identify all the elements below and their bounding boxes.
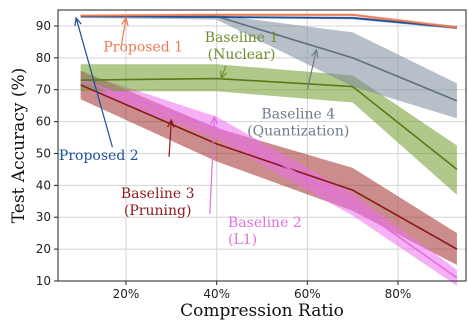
baseline-4-arrow-shaft: [306, 49, 317, 90]
y-tick-label: 30: [36, 210, 51, 224]
y-tick-label: 50: [36, 146, 51, 160]
proposed-1-label: Proposed 1: [103, 39, 183, 55]
x-tick-label: 60%: [294, 287, 321, 301]
y-tick-label: 10: [36, 274, 51, 288]
proposed-1-line: [80, 13, 458, 29]
y-tick-label: 60: [36, 115, 51, 129]
y-tick-label: 90: [36, 19, 51, 33]
baseline-2-label: Baseline 2: [228, 215, 302, 231]
x-tick-label: 80%: [385, 287, 412, 301]
proposed-2-arrow-shaft: [75, 17, 113, 148]
baseline-1-arrow-shaft: [220, 65, 227, 79]
baseline-1-arrow-head: [219, 70, 228, 80]
baseline-4-label: Baseline 4: [261, 106, 335, 122]
baseline-1-label: Baseline 1: [205, 30, 279, 46]
baseline-3-label: Baseline 3: [121, 186, 195, 202]
baseline-2-arrow-head: [210, 115, 218, 125]
y-tick-label: 20: [36, 242, 51, 256]
x-tick-label: 20%: [113, 287, 140, 301]
proposed-1-arrow-head: [121, 16, 129, 26]
baseline-3-arrow-shaft: [168, 119, 172, 157]
proposed-2-arrow-head: [74, 16, 82, 26]
baseline-2-arrow-shaft: [209, 116, 215, 215]
proposed-2-line: [80, 15, 458, 29]
y-tick-label: 70: [36, 83, 51, 97]
baseline-4-band: [80, 14, 457, 119]
y-tick-label: 80: [36, 51, 51, 65]
proposed-2-label: Proposed 2: [59, 148, 139, 164]
baseline-1-band: [80, 64, 457, 195]
baseline-2-label: (L1): [228, 232, 257, 248]
baseline-3-arrow-head: [167, 118, 175, 128]
baseline-2-line: [80, 79, 458, 279]
y-axis-title: Test Accuracy (%): [9, 68, 29, 224]
baseline-3-label: (Pruning): [124, 203, 192, 219]
plot-frame: [57, 9, 467, 282]
proposed-1-arrow-shaft: [120, 17, 127, 46]
series-lines: [80, 13, 458, 279]
baseline-4-label: (Quantization): [247, 123, 349, 139]
x-tick-label: 40%: [203, 287, 230, 301]
x-axis-title: Compression Ratio: [180, 301, 344, 321]
baseline-1-line: [80, 77, 458, 171]
baseline-4-arrow-head: [311, 48, 319, 58]
ticks: 20% 40% 60% 80% 10 20 30 40 50 60 70 80 90: [36, 19, 412, 301]
y-tick-label: 40: [36, 178, 51, 192]
baseline-1-label: (Nuclear): [208, 47, 276, 63]
